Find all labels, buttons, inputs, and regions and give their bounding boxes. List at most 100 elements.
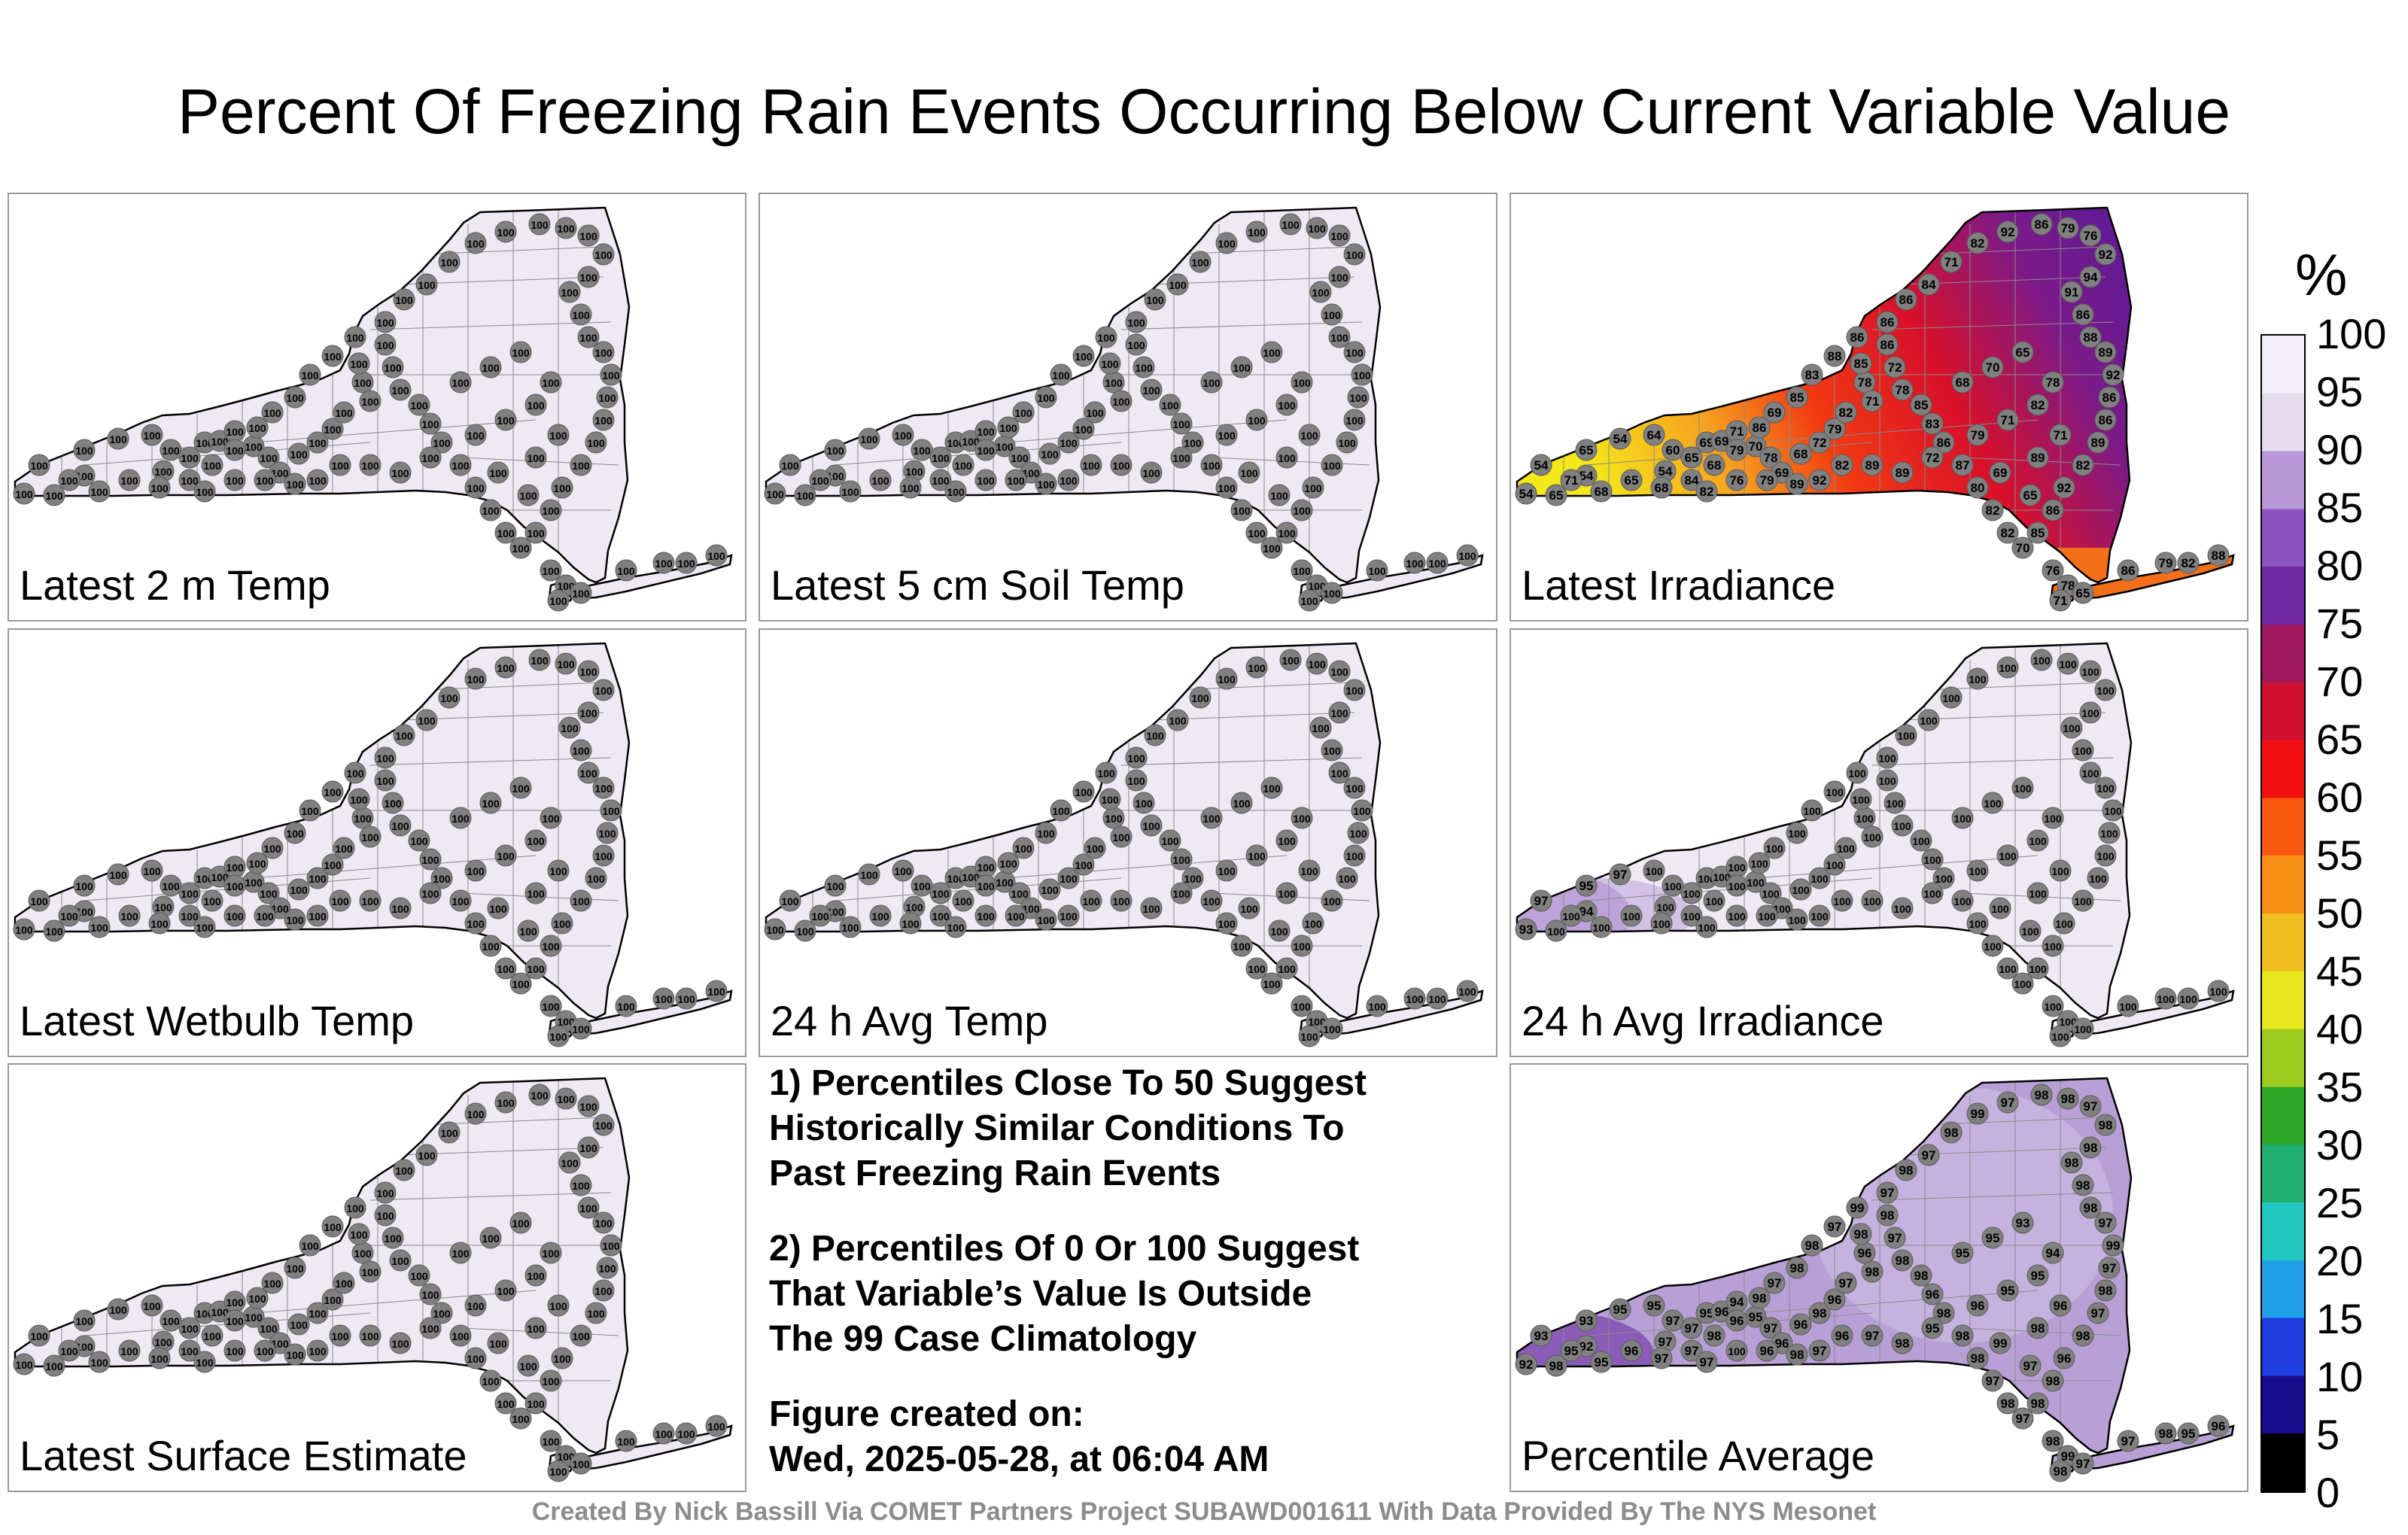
station-value: 100 [2074,1023,2092,1035]
station-marker: 100 [1951,889,1974,912]
station-value: 100 [977,445,995,457]
station-marker: 100 [487,461,509,484]
station-value: 100 [1837,843,1855,855]
station-value: 100 [1248,226,1266,239]
station-value: 98 [1896,1254,1910,1268]
station-marker: 95 [2026,1264,2049,1287]
station-value: 98 [1813,1306,1827,1321]
station-value: 100 [913,445,931,457]
station-marker: 100 [1279,213,1302,236]
station-value: 97 [2023,1359,2038,1373]
station-marker: 95 [1643,1294,1665,1317]
station-marker: 100 [148,1347,171,1369]
station-value: 100 [1172,854,1190,866]
station-value: 100 [2081,666,2099,678]
station-marker: 100 [464,1102,487,1125]
station-marker: 100 [1230,356,1253,378]
station-value: 70 [1986,360,2000,375]
station-marker: 100 [382,792,404,814]
station-marker: 100 [464,424,487,446]
station-marker: 97 [2117,1430,2139,1452]
station-marker: 100 [2042,995,2064,1017]
station-value: 100 [1233,941,1251,953]
station-marker: 100 [1823,853,1846,876]
station-value: 97 [1888,1231,1902,1245]
station-value: 100 [497,415,515,427]
station-value: 100 [1191,692,1209,704]
station-marker: 100 [193,480,216,503]
station-value: 100 [248,1293,266,1305]
station-marker: 100 [1008,882,1031,904]
station-value: 100 [1330,768,1348,780]
station-marker: 100 [577,701,600,724]
station-value: 100 [489,903,507,915]
state-outline [1516,642,2133,1020]
station-value: 100 [1218,430,1236,442]
station-value: 92 [2106,368,2121,382]
station-value: 96 [1775,1336,1789,1351]
station-marker: 100 [419,1317,442,1339]
station-value: 100 [2104,805,2122,817]
station-marker: 72 [1921,446,1944,469]
station-marker: 100 [2026,957,2049,980]
station-value: 100 [1233,505,1251,517]
station-value: 97 [2121,1434,2136,1448]
station-value: 100 [346,768,364,780]
station-marker: 100 [1189,686,1212,709]
station-value: 100 [143,1300,161,1312]
station-marker: 100 [1125,311,1148,333]
station-value: 95 [1564,1344,1579,1358]
station-marker: 100 [58,1339,81,1362]
station-marker: 100 [479,356,502,378]
station-value: 98 [2031,1321,2045,1336]
station-marker: 100 [1643,859,1665,882]
station-marker: 100 [1725,856,1748,878]
station-marker: 100 [28,1324,50,1347]
station-value: 100 [162,880,180,892]
station-value: 71 [2054,428,2068,442]
station-value: 100 [1323,460,1341,472]
station-value: 100 [181,888,199,900]
state-outline [14,206,631,584]
station-marker: 100 [1298,424,1321,446]
station-marker: 100 [809,469,832,491]
station-value: 84 [1922,278,1936,292]
station-marker: 100 [201,1324,223,1347]
station-marker: 100 [223,856,246,878]
station-value: 100 [1218,918,1236,930]
station-value: 100 [2059,1016,2077,1028]
station-value: 97 [1922,1148,1936,1163]
station-marker: 98 [1808,1302,1831,1324]
station-value: 100 [391,820,409,832]
station-value: 100 [932,452,950,464]
station-value: 100 [203,895,221,907]
station-marker: 87 [1951,454,1974,476]
station-marker: 97 [2098,1257,2121,1279]
station-marker: 100 [1099,788,1121,810]
station-marker: 100 [540,371,562,394]
station-marker: 86 [1846,326,1868,348]
station-value: 100 [977,475,995,487]
station-marker: 100 [1038,442,1061,465]
station-value: 100 [440,257,458,269]
station-marker: 98 [2057,1087,2079,1110]
station-marker: 82 [2026,394,2049,416]
station-value: 85 [1790,391,1804,405]
station-marker: 79 [2057,217,2079,239]
station-value: 100 [162,445,180,457]
station-marker: 100 [261,1272,284,1294]
station-marker: 100 [528,1084,551,1106]
station-marker: 89 [2026,446,2049,469]
station-marker: 98 [2026,1392,2049,1415]
station-value: 100 [162,1315,180,1327]
state-outline [765,206,1382,584]
station-marker: 95 [1560,1339,1583,1362]
station-marker: 100 [1189,251,1212,273]
station-value: 100 [1112,831,1130,843]
station-marker: 100 [464,1347,487,1369]
station-value: 100 [335,407,353,419]
station-value: 100 [977,880,995,892]
station-value: 69 [1775,466,1789,480]
station-value: 99 [2061,1449,2075,1464]
station-value: 92 [1813,473,1827,488]
